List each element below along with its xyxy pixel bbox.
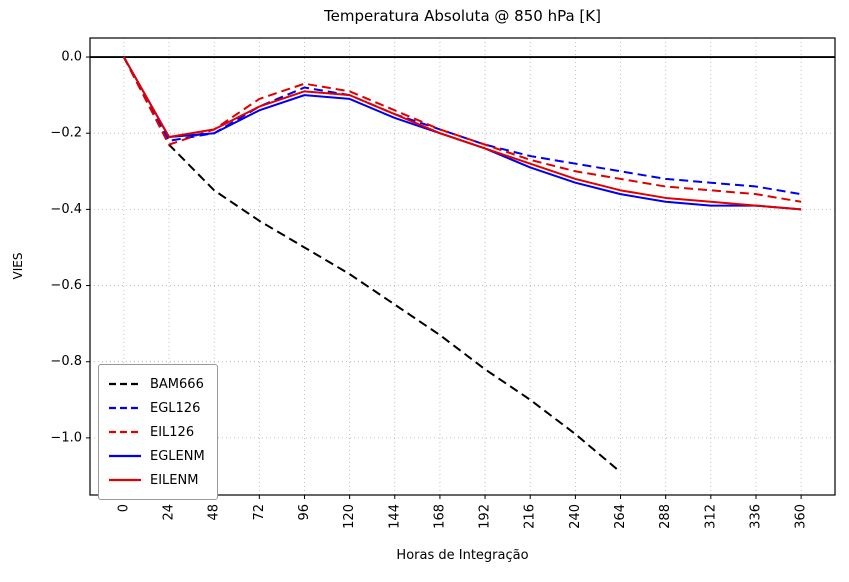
plot-border xyxy=(89,37,836,496)
chart-title: Temperatura Absoluta @ 850 hPa [K] xyxy=(324,7,601,25)
legend-line-sample xyxy=(109,454,141,458)
legend-entry: BAM666 xyxy=(109,372,205,396)
x-tick-label: 288 xyxy=(658,504,673,529)
x-tick-label: 144 xyxy=(387,504,402,529)
y-axis-label: VIES xyxy=(11,252,25,280)
x-tick-label: 72 xyxy=(252,504,267,521)
legend-line-sample xyxy=(109,382,141,386)
x-tick-label: 120 xyxy=(342,504,357,529)
series-line-BAM666 xyxy=(122,56,622,473)
y-tick-label: 0.0 xyxy=(61,50,82,65)
legend-label: EILENM xyxy=(150,472,199,488)
y-tick-label: −0.6 xyxy=(50,278,82,293)
legend-label: EGLENM xyxy=(150,448,205,464)
x-tick-label: 24 xyxy=(162,504,177,521)
legend-line-sample xyxy=(109,430,141,434)
x-tick-label: 216 xyxy=(523,504,538,529)
legend: BAM666 EGL126 EIL126 EGLENM EILENM xyxy=(98,364,218,500)
legend-label: EGL126 xyxy=(150,400,201,416)
series-line-EIL126 xyxy=(122,56,802,203)
x-axis-label: Horas de Integração xyxy=(396,548,529,563)
series-line-EGL126 xyxy=(122,56,802,196)
legend-entry: EGL126 xyxy=(109,396,205,420)
x-tick-label: 264 xyxy=(613,504,628,529)
x-tick-label: 360 xyxy=(794,504,809,529)
x-tick-label: 96 xyxy=(297,504,312,521)
x-tick-label: 312 xyxy=(703,504,718,529)
x-tick-label: 168 xyxy=(432,504,447,529)
legend-entry: EGLENM xyxy=(109,444,205,468)
y-tick-label: −0.8 xyxy=(50,354,82,369)
x-tick-label: 240 xyxy=(568,504,583,529)
legend-entry: EIL126 xyxy=(109,420,205,444)
legend-entry: EILENM xyxy=(109,468,205,492)
x-tick-label: 48 xyxy=(207,504,222,521)
x-tick-label: 192 xyxy=(478,504,493,529)
legend-label: BAM666 xyxy=(150,376,204,392)
legend-line-sample xyxy=(109,406,141,410)
x-tick-label: 336 xyxy=(748,504,763,529)
legend-line-sample xyxy=(109,478,141,482)
y-tick-label: −0.4 xyxy=(50,202,82,217)
y-tick-label: −0.2 xyxy=(50,126,82,141)
legend-label: EIL126 xyxy=(150,424,195,440)
y-tick-label: −1.0 xyxy=(50,430,82,445)
series-line-EILENM xyxy=(122,56,802,211)
x-tick-label: 0 xyxy=(116,504,131,512)
